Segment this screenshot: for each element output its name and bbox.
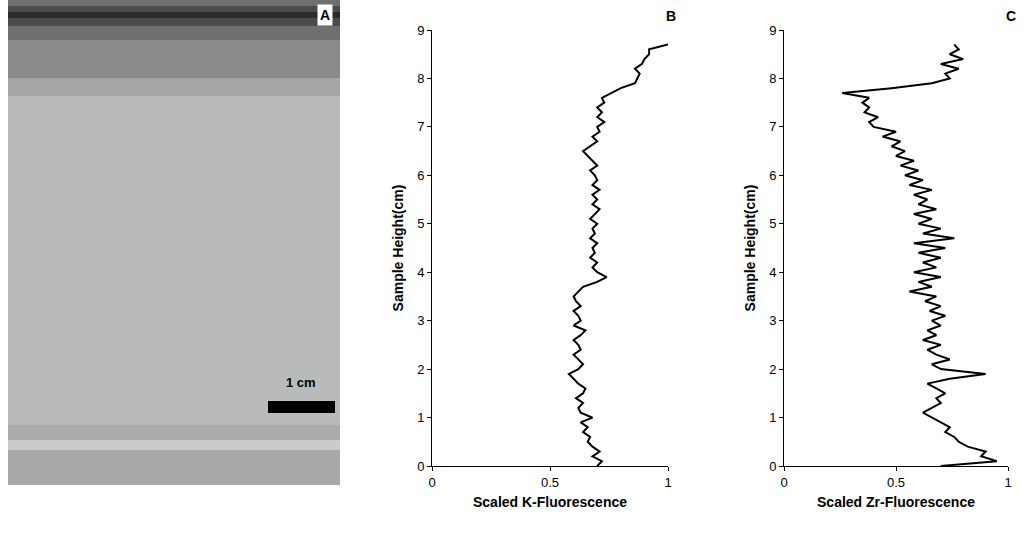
svg-text:B: B bbox=[666, 8, 676, 24]
svg-text:5: 5 bbox=[769, 216, 776, 231]
svg-text:A: A bbox=[320, 7, 330, 23]
svg-text:7: 7 bbox=[417, 119, 424, 134]
svg-text:3: 3 bbox=[417, 313, 424, 328]
svg-text:0: 0 bbox=[428, 475, 435, 490]
svg-text:0: 0 bbox=[417, 459, 424, 474]
svg-text:6: 6 bbox=[417, 168, 424, 183]
svg-text:1: 1 bbox=[417, 410, 424, 425]
svg-text:8: 8 bbox=[417, 71, 424, 86]
svg-text:1: 1 bbox=[664, 475, 671, 490]
svg-text:Scaled K-Fluorescence: Scaled K-Fluorescence bbox=[473, 494, 627, 510]
svg-text:0: 0 bbox=[769, 459, 776, 474]
svg-text:C: C bbox=[1006, 8, 1016, 24]
svg-text:1 cm: 1 cm bbox=[286, 375, 316, 390]
svg-text:9: 9 bbox=[769, 23, 776, 38]
svg-text:2: 2 bbox=[417, 362, 424, 377]
svg-text:5: 5 bbox=[417, 216, 424, 231]
svg-text:8: 8 bbox=[769, 71, 776, 86]
svg-text:3: 3 bbox=[769, 313, 776, 328]
svg-text:0.5: 0.5 bbox=[887, 475, 905, 490]
svg-text:4: 4 bbox=[417, 265, 424, 280]
svg-text:0: 0 bbox=[780, 475, 787, 490]
svg-text:1: 1 bbox=[769, 410, 776, 425]
svg-text:0.5: 0.5 bbox=[541, 475, 559, 490]
svg-text:6: 6 bbox=[769, 168, 776, 183]
svg-text:Scaled Zr-Fluorescence: Scaled Zr-Fluorescence bbox=[817, 494, 975, 510]
svg-text:2: 2 bbox=[769, 362, 776, 377]
svg-text:1: 1 bbox=[1004, 475, 1011, 490]
svg-text:Sample Height(cm): Sample Height(cm) bbox=[742, 185, 758, 312]
svg-text:4: 4 bbox=[769, 265, 776, 280]
svg-text:7: 7 bbox=[769, 119, 776, 134]
svg-text:Sample Height(cm): Sample Height(cm) bbox=[390, 185, 406, 312]
svg-text:9: 9 bbox=[417, 23, 424, 38]
